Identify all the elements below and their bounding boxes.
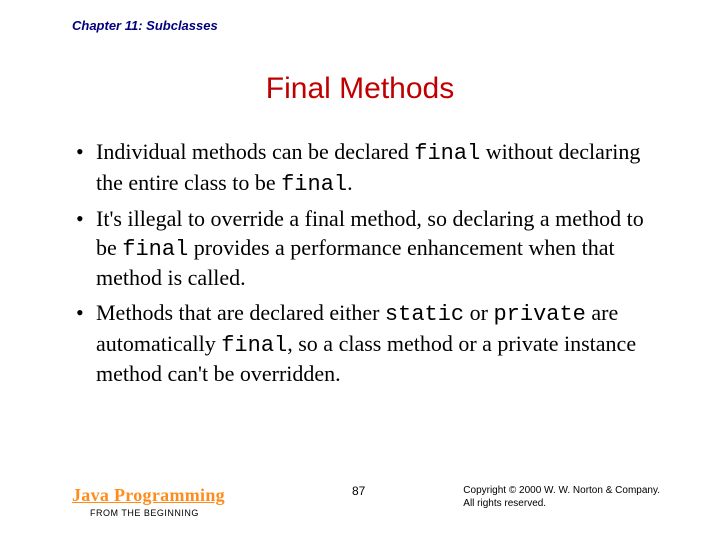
- bullet-item: Individual methods can be declared final…: [72, 138, 652, 199]
- bullet-item: It's illegal to override a final method,…: [72, 205, 652, 293]
- chapter-header: Chapter 11: Subclasses: [72, 18, 218, 33]
- slide-footer: Java Programming FROM THE BEGINNING 87 C…: [72, 472, 660, 520]
- body-text: or: [464, 300, 493, 325]
- body-text: .: [347, 170, 353, 195]
- copyright-line-2: All rights reserved.: [463, 497, 660, 510]
- code-text: final: [414, 141, 480, 166]
- code-text: static: [385, 302, 464, 327]
- code-text: final: [281, 172, 347, 197]
- copyright-line-1: Copyright © 2000 W. W. Norton & Company.: [463, 484, 660, 497]
- body-text: Individual methods can be declared: [96, 139, 414, 164]
- bullet-list: Individual methods can be declared final…: [72, 138, 652, 389]
- slide-title: Final Methods: [0, 72, 720, 106]
- bullet-item: Methods that are declared either static …: [72, 299, 652, 389]
- copyright-block: Copyright © 2000 W. W. Norton & Company.…: [463, 484, 660, 510]
- body-text: Methods that are declared either: [96, 300, 385, 325]
- brand-title: Java Programming: [72, 485, 225, 506]
- brand-block: Java Programming FROM THE BEGINNING: [72, 485, 225, 518]
- page-number: 87: [352, 484, 365, 498]
- slide-content: Individual methods can be declared final…: [72, 138, 652, 395]
- code-text: final: [122, 237, 188, 262]
- brand-subtitle: FROM THE BEGINNING: [90, 508, 225, 518]
- code-text: private: [493, 302, 585, 327]
- code-text: final: [221, 333, 287, 358]
